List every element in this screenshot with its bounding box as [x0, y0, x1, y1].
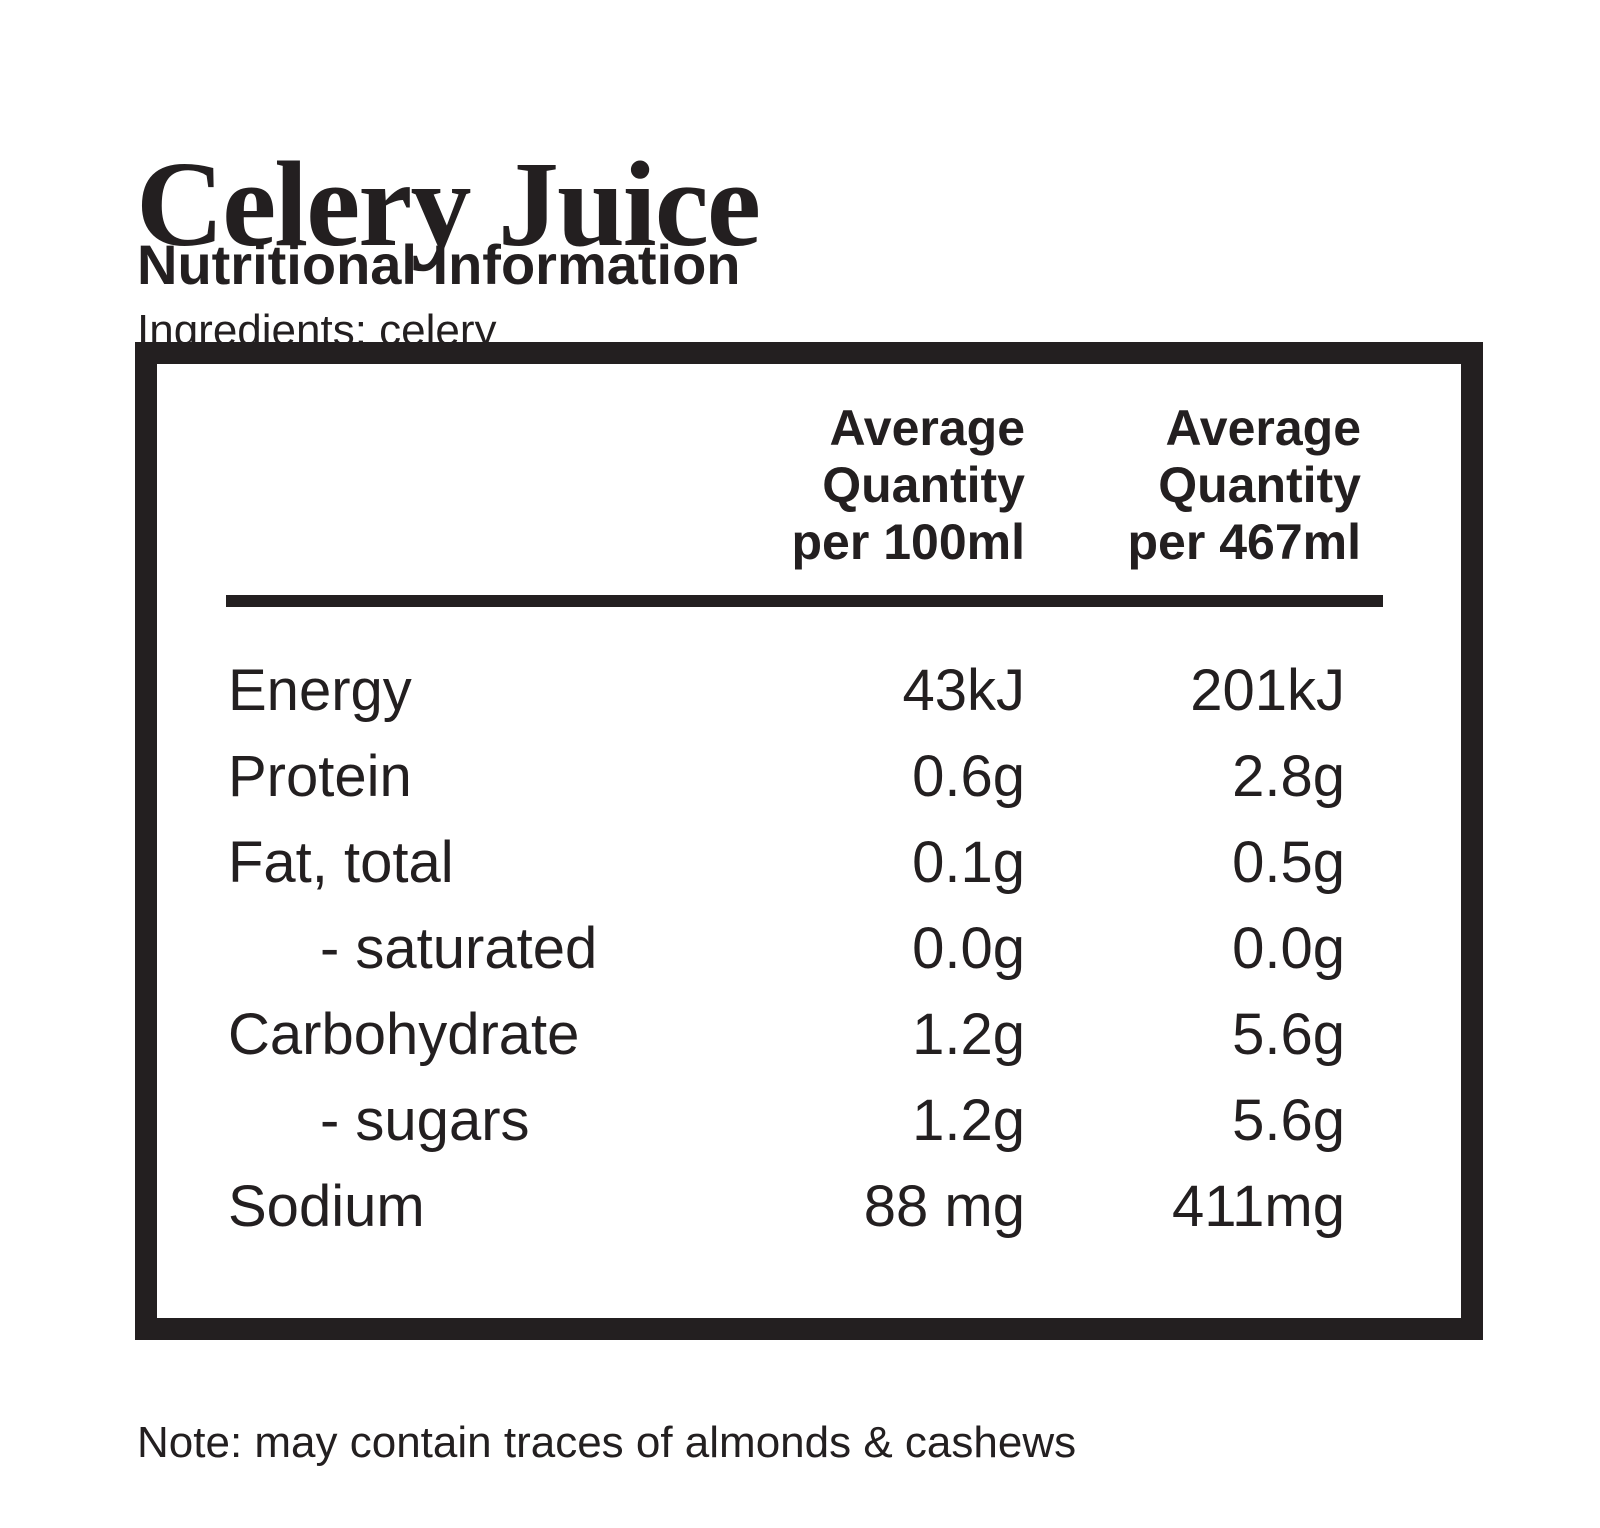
table-row-sugars: - sugars 1.2g 5.6g: [157, 1078, 1461, 1164]
value-per-467ml: 411mg: [1171, 1174, 1345, 1239]
value-per-467ml: 2.8g: [1232, 744, 1345, 809]
table-row-sodium: Sodium 88 mg 411mg: [157, 1164, 1461, 1250]
value-per-100ml: 88 mg: [863, 1174, 1025, 1239]
allergen-note: Note: may contain traces of almonds & ca…: [137, 1418, 1077, 1467]
label-subtitle: Nutritional Information: [137, 233, 741, 297]
column-header-line: Average: [829, 400, 1025, 456]
nutrient-label: Carbohydrate: [228, 1002, 580, 1067]
nutrition-table-panel: Average Quantity per 100ml Average Quant…: [135, 342, 1483, 1340]
column-header-line: per 100ml: [791, 514, 1025, 570]
value-per-100ml: 0.1g: [912, 830, 1025, 895]
header-divider: [226, 595, 1383, 607]
column-header-line: Quantity: [1158, 457, 1361, 513]
product-title: Celery Juice: [136, 136, 761, 272]
column-header-line: Quantity: [822, 457, 1025, 513]
column-header-per-100ml: Average Quantity per 100ml: [792, 400, 1025, 571]
table-row-saturated: - saturated 0.0g 0.0g: [157, 906, 1461, 992]
value-per-467ml: 5.6g: [1232, 1088, 1345, 1153]
value-per-467ml: 5.6g: [1232, 1002, 1345, 1067]
nutrient-label: Sodium: [228, 1174, 425, 1239]
value-per-100ml: 0.6g: [912, 744, 1025, 809]
table-row-carbohydrate: Carbohydrate 1.2g 5.6g: [157, 992, 1461, 1078]
table-row-energy: Energy 43kJ 201kJ: [157, 648, 1461, 734]
table-row-protein: Protein 0.6g 2.8g: [157, 734, 1461, 820]
table-row-fat-total: Fat, total 0.1g 0.5g: [157, 820, 1461, 906]
value-per-467ml: 201kJ: [1190, 658, 1345, 723]
value-per-467ml: 0.5g: [1232, 830, 1345, 895]
column-header-per-467ml: Average Quantity per 467ml: [1128, 400, 1361, 571]
value-per-100ml: 43kJ: [902, 658, 1025, 723]
nutrient-label: Protein: [228, 744, 412, 809]
value-per-100ml: 1.2g: [912, 1088, 1025, 1153]
nutrient-label: - sugars: [320, 1088, 530, 1153]
value-per-467ml: 0.0g: [1232, 916, 1345, 981]
nutrient-rows: Energy 43kJ 201kJ Protein 0.6g 2.8g Fat,…: [157, 648, 1461, 1250]
nutrient-label: Fat, total: [228, 830, 454, 895]
column-header-line: Average: [1165, 400, 1361, 456]
nutrient-label: Energy: [228, 658, 412, 723]
value-per-100ml: 1.2g: [912, 1002, 1025, 1067]
value-per-100ml: 0.0g: [912, 916, 1025, 981]
nutrient-label: - saturated: [320, 916, 598, 981]
column-header-line: per 467ml: [1127, 514, 1361, 570]
